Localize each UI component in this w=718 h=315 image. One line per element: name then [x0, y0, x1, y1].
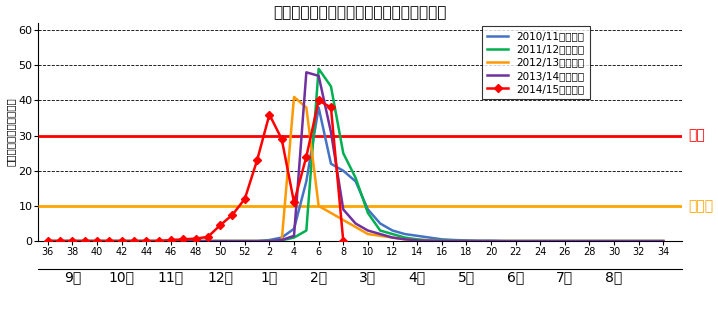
2010/11シーズン	[659, 239, 668, 243]
2013/14シーズン	[462, 239, 471, 243]
2014/15シーズン	[302, 155, 311, 158]
Text: 注意報: 注意報	[688, 199, 713, 213]
Line: 2011/12シーズン: 2011/12シーズン	[48, 69, 663, 241]
Line: 2012/13シーズン: 2012/13シーズン	[48, 97, 663, 241]
2011/12シーズン	[179, 239, 187, 243]
2013/14シーズン	[241, 239, 249, 243]
2010/11シーズン	[314, 106, 323, 109]
2011/12シーズン	[462, 239, 471, 243]
2014/15シーズン	[228, 213, 237, 217]
Line: 2014/15シーズン: 2014/15シーズン	[45, 98, 346, 244]
2011/12シーズン	[499, 239, 508, 243]
2014/15シーズン	[142, 239, 151, 243]
2010/11シーズン	[499, 239, 508, 243]
Title: 神奈川県インフルエンザ定点当たり報告数: 神奈川県インフルエンザ定点当たり報告数	[273, 6, 447, 20]
2014/15シーズン	[277, 137, 286, 141]
Y-axis label: 定点当たり報告数（人）: 定点当たり報告数（人）	[6, 98, 16, 166]
2012/13シーズン	[241, 239, 249, 243]
2012/13シーズン	[462, 239, 471, 243]
2014/15シーズン	[130, 239, 139, 243]
2013/14シーズン	[179, 239, 187, 243]
2014/15シーズン	[339, 239, 348, 243]
2014/15シーズン	[204, 235, 213, 239]
2014/15シーズン	[68, 239, 77, 243]
2014/15シーズン	[167, 238, 175, 242]
Legend: 2010/11シーズン, 2011/12シーズン, 2012/13シーズン, 2013/14シーズン, 2014/15シーズン: 2010/11シーズン, 2011/12シーズン, 2012/13シーズン, 2…	[482, 26, 589, 99]
2012/13シーズン	[499, 239, 508, 243]
2010/11シーズン	[462, 238, 471, 242]
2014/15シーズン	[44, 239, 52, 243]
2014/15シーズン	[241, 197, 249, 201]
2010/11シーズン	[179, 239, 187, 243]
2014/15シーズン	[179, 238, 187, 241]
2014/15シーズン	[265, 113, 274, 117]
2011/12シーズン	[659, 239, 668, 243]
2012/13シーズン	[44, 239, 52, 243]
2013/14シーズン	[302, 71, 311, 74]
2014/15シーズン	[80, 239, 89, 243]
2014/15シーズン	[105, 239, 113, 243]
2012/13シーズン	[659, 239, 668, 243]
2010/11シーズン	[44, 239, 52, 243]
2013/14シーズン	[228, 239, 237, 243]
2012/13シーズン	[228, 239, 237, 243]
2014/15シーズン	[191, 237, 200, 241]
2014/15シーズン	[93, 239, 101, 243]
2012/13シーズン	[290, 95, 299, 99]
2012/13シーズン	[647, 239, 656, 243]
2014/15シーズン	[327, 106, 335, 109]
2014/15シーズン	[253, 158, 261, 162]
2014/15シーズン	[314, 99, 323, 102]
2014/15シーズン	[154, 239, 163, 243]
2011/12シーズン	[314, 67, 323, 71]
Text: 警報: 警報	[688, 129, 705, 143]
2010/11シーズン	[241, 239, 249, 243]
2011/12シーズン	[228, 239, 237, 243]
2013/14シーズン	[647, 239, 656, 243]
2014/15シーズン	[56, 239, 65, 243]
2014/15シーズン	[290, 201, 299, 204]
2010/11シーズン	[647, 239, 656, 243]
2011/12シーズン	[44, 239, 52, 243]
2011/12シーズン	[241, 239, 249, 243]
2013/14シーズン	[659, 239, 668, 243]
2010/11シーズン	[228, 239, 237, 243]
Line: 2013/14シーズン: 2013/14シーズン	[48, 72, 663, 241]
Text: 週: 週	[0, 314, 1, 315]
2011/12シーズン	[647, 239, 656, 243]
2014/15シーズン	[216, 223, 225, 227]
2013/14シーズン	[499, 239, 508, 243]
2013/14シーズン	[44, 239, 52, 243]
2014/15シーズン	[118, 239, 126, 243]
2012/13シーズン	[179, 239, 187, 243]
Line: 2010/11シーズン: 2010/11シーズン	[48, 107, 663, 241]
